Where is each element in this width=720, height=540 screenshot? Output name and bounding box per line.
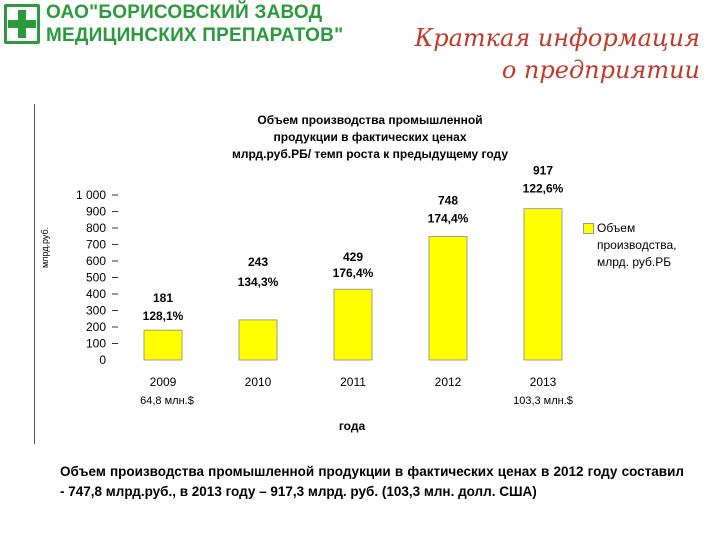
bar-2013 (523, 208, 563, 361)
company-logo: ОАО"БОРИСОВСКИЙ ЗАВОД МЕДИЦИНСКИХ ПРЕПАР… (4, 2, 343, 50)
x-tick-label-2010: 2010 (245, 375, 272, 389)
bars (143, 208, 563, 361)
value-label-2013: 917 (533, 164, 553, 178)
chart-title-line2: продукции в фактических ценах (273, 130, 467, 144)
x-tick-label-2012: 2012 (435, 375, 462, 389)
x-axis: 2009 64,8 млн.$ 2010 2011 2012 2013 103,3 млн.… (140, 375, 573, 407)
divider-line (34, 104, 35, 444)
y-axis: 0 100 200 300 400 500 600 700 800 900 1 000 (76, 188, 118, 367)
slide-title-line2: о предприятии (501, 56, 700, 84)
y-tick-label: 700 (86, 238, 106, 252)
value-label-2009: 181 (153, 291, 173, 305)
y-tick-label: 500 (86, 271, 106, 285)
value-label-2012: 748 (438, 194, 458, 208)
chart-title-line1: Объем производства промышленной (257, 113, 483, 127)
bar-2012 (428, 236, 468, 361)
logo-text-line1: ОАО"БОРИСОВСКИЙ ЗАВОД (46, 2, 323, 23)
x-tick-label-2011: 2011 (340, 375, 366, 389)
bar-2010 (238, 319, 278, 361)
y-tick-label: 400 (86, 287, 106, 301)
x-axis-label: года (339, 419, 366, 433)
y-tick-label: 0 (99, 353, 106, 367)
value-label-2011: 429 (343, 250, 363, 264)
cross-logo-icon (4, 4, 40, 44)
y-tick-label: 800 (86, 221, 106, 235)
growth-label-2012: 174,4% (428, 212, 469, 226)
growth-label-2013: 122,6% (523, 182, 564, 196)
growth-label-2010: 134,3% (238, 275, 279, 289)
logo-text-line2: МЕДИЦИНСКИХ ПРЕПАРАТОВ" (46, 25, 344, 46)
bar-2009 (143, 329, 183, 361)
legend-label: Объем производства, млрд. руб.РБ (597, 221, 677, 269)
slide-title: Краткая информация о предприятии (415, 22, 700, 86)
y-tick-label: 200 (86, 320, 106, 334)
summary-text: Объем производства промышленной продукци… (60, 464, 684, 499)
x-sublabel-2013: 103,3 млн.$ (513, 395, 573, 407)
bar-labels: 181 128,1% 243 134,3% 429 176,4% 748 174,4% 917 1… (143, 164, 564, 323)
slide-title-line1: Краткая информация (414, 24, 700, 52)
legend-swatch (583, 223, 594, 234)
y-tick-label: 900 (86, 205, 106, 219)
y-tick-label: 100 (86, 337, 106, 351)
growth-label-2011: 176,4% (333, 266, 374, 280)
y-tick-label: 1 000 (76, 188, 106, 202)
x-sublabel-2009: 64,8 млн.$ (140, 395, 194, 407)
y-tick-label: 300 (86, 304, 106, 318)
y-tick-label: 600 (86, 254, 106, 268)
growth-label-2009: 128,1% (143, 309, 184, 323)
chart-title: Объем производства промышленной продукци… (200, 112, 540, 163)
x-tick-label-2013: 2013 (530, 375, 557, 389)
value-label-2010: 243 (248, 255, 268, 269)
x-tick-label-2009: 2009 (150, 375, 177, 389)
chart-title-line3: млрд.руб.РБ/ темп роста к предыдущему го… (232, 147, 508, 161)
bar-2011 (333, 288, 373, 361)
